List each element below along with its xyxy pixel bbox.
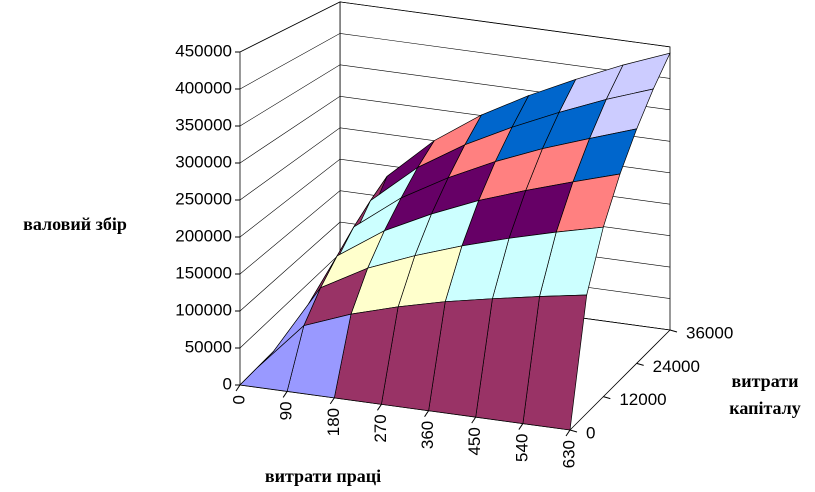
x-tick — [282, 391, 288, 398]
z-tick-label: 50000 — [185, 337, 232, 356]
z-tick-label: 400000 — [175, 78, 232, 97]
x-axis-title: витрати праці — [265, 466, 381, 486]
y-tick-label: 12000 — [619, 390, 666, 409]
grid-line — [239, 33, 671, 90]
z-tick-label: 300000 — [175, 152, 232, 171]
x-tick — [518, 423, 524, 430]
x-tick — [424, 410, 429, 417]
z-tick-label: 0 — [223, 374, 232, 393]
x-tick-label: 0 — [229, 395, 248, 404]
x-tick-label: 450 — [465, 427, 484, 455]
x-tick — [565, 429, 571, 437]
y-tick-label: 36000 — [686, 323, 733, 342]
x-tick — [471, 416, 477, 424]
y-tick-label: 0 — [586, 423, 595, 442]
z-tick-label: 200000 — [175, 226, 232, 245]
y-tick — [669, 329, 678, 333]
x-tick — [235, 384, 241, 392]
x-tick — [377, 404, 382, 411]
x-tick — [329, 397, 335, 405]
y-tick — [636, 362, 644, 366]
z-tick-label: 450000 — [175, 41, 232, 60]
grid-line — [239, 1, 671, 53]
labels: 0 50000 100000 150000 200000 250000 300000 3500… — [175, 41, 733, 468]
x-tick-label: 180 — [324, 408, 343, 436]
z-tick-label: 150000 — [175, 263, 232, 282]
x-tick-label: 270 — [371, 414, 390, 442]
surface — [239, 52, 671, 431]
x-tick-label: 540 — [512, 434, 531, 462]
z-tick-label: 100000 — [175, 300, 232, 319]
z-tick-label: 250000 — [175, 189, 232, 208]
y-axis-title: витрати — [732, 371, 799, 391]
z-axis-title: валовий збір — [23, 214, 127, 234]
x-tick-label: 630 — [559, 440, 578, 468]
y-tick-label: 24000 — [653, 357, 700, 376]
surface-cell — [239, 324, 305, 392]
y-tick — [569, 429, 578, 433]
y-axis-title: капіталу — [729, 398, 801, 418]
z-tick-label: 350000 — [175, 115, 232, 134]
x-tick-label: 90 — [277, 401, 296, 420]
x-tick-label: 360 — [418, 421, 437, 449]
y-tick — [603, 396, 611, 400]
